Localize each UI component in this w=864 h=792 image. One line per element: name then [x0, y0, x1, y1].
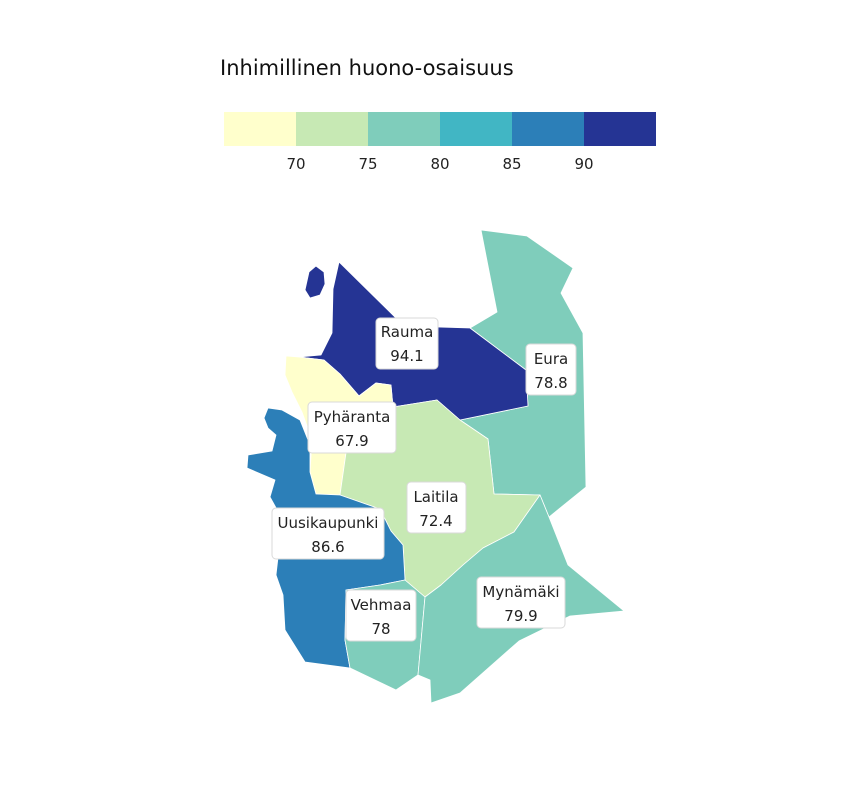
- legend-swatch: [368, 112, 440, 146]
- region-value: 78.8: [534, 374, 567, 392]
- region-name: Uusikaupunki: [278, 514, 379, 532]
- label-laitila: Laitila 72.4: [406, 481, 467, 534]
- region-rauma-island[interactable]: [304, 265, 326, 299]
- legend-swatch: [296, 112, 368, 146]
- label-vehmaa: Vehmaa 78: [345, 589, 417, 642]
- region-value: 86.6: [311, 538, 344, 556]
- region-name: Rauma: [381, 323, 434, 341]
- legend-tick-label: 90: [574, 155, 593, 173]
- region-value: 79.9: [504, 607, 537, 625]
- label-box: [525, 343, 577, 396]
- label-box: [476, 576, 566, 629]
- region-name: Eura: [534, 350, 568, 368]
- label-box: [271, 507, 385, 560]
- label-mynamaki: Mynämäki 79.9: [476, 576, 566, 629]
- label-box: [345, 589, 417, 642]
- legend-tick-label: 85: [502, 155, 521, 173]
- label-uusikaupunki: Uusikaupunki 86.6: [271, 507, 385, 560]
- map-regions: [246, 229, 625, 704]
- legend-swatch: [584, 112, 656, 146]
- region-name: Mynämäki: [482, 583, 559, 601]
- label-pyharanta: Pyhäranta 67.9: [307, 401, 397, 454]
- label-rauma: Rauma 94.1: [375, 317, 439, 370]
- label-box: [307, 401, 397, 454]
- region-value: 78: [371, 620, 390, 638]
- region-value: 72.4: [419, 512, 452, 530]
- label-box: [406, 481, 467, 534]
- legend-swatch: [440, 112, 512, 146]
- region-name: Laitila: [413, 488, 458, 506]
- label-eura: Eura 78.8: [525, 343, 577, 396]
- label-box: [375, 317, 439, 370]
- legend-title: Inhimillinen huono-osaisuus: [220, 56, 514, 80]
- region-name: Vehmaa: [351, 596, 412, 614]
- map-labels: Rauma 94.1 Eura 78.8 Pyhäranta 67.9 Lait…: [271, 317, 577, 642]
- legend-tick-label: 80: [430, 155, 449, 173]
- legend-ticks: 70 75 80 85 90: [286, 155, 593, 173]
- legend-swatch: [512, 112, 584, 146]
- region-value: 67.9: [335, 432, 368, 450]
- region-name: Pyhäranta: [314, 408, 391, 426]
- legend-tick-label: 70: [286, 155, 305, 173]
- legend-colorbar: [224, 112, 656, 146]
- region-value: 94.1: [390, 347, 423, 365]
- legend-tick-label: 75: [358, 155, 377, 173]
- legend-swatch: [224, 112, 296, 146]
